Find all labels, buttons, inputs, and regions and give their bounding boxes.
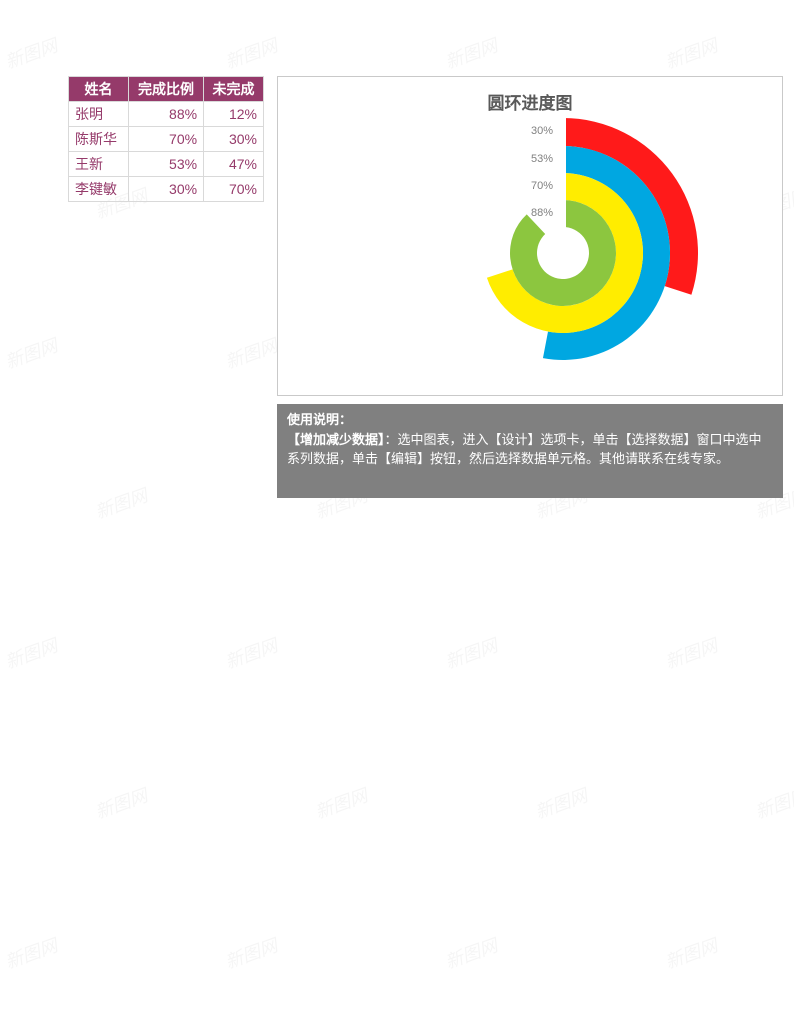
- cell-undone: 70%: [204, 177, 264, 202]
- cell-name: 张明: [69, 102, 129, 127]
- table-row: 王新53%47%: [69, 152, 264, 177]
- cell-undone: 12%: [204, 102, 264, 127]
- cell-undone: 47%: [204, 152, 264, 177]
- cell-done: 70%: [128, 127, 203, 152]
- cell-undone: 30%: [204, 127, 264, 152]
- cell-name: 李键敏: [69, 177, 129, 202]
- cell-name: 王新: [69, 152, 129, 177]
- instructions-heading: 使用说明：: [287, 410, 773, 430]
- cell-done: 53%: [128, 152, 203, 177]
- table-row: 张明88%12%: [69, 102, 264, 127]
- data-table-container: 姓名 完成比例 未完成 张明88%12%陈斯华70%30%王新53%47%李键敏…: [68, 76, 264, 202]
- col-header-name: 姓名: [69, 77, 129, 102]
- cell-done: 88%: [128, 102, 203, 127]
- ring-label: 53%: [503, 153, 553, 165]
- ring-label: 88%: [503, 207, 553, 219]
- col-header-done: 完成比例: [128, 77, 203, 102]
- col-header-undone: 未完成: [204, 77, 264, 102]
- instructions-body: 【增加减少数据】：选中图表，进入【设计】选项卡，单击【选择数据】窗口中选中系列数…: [287, 432, 762, 467]
- table-row: 陈斯华70%30%: [69, 127, 264, 152]
- cell-name: 陈斯华: [69, 127, 129, 152]
- progress-table: 姓名 完成比例 未完成 张明88%12%陈斯华70%30%王新53%47%李键敏…: [68, 76, 264, 202]
- ring-label: 70%: [503, 180, 553, 192]
- instructions-box: 使用说明： 【增加减少数据】：选中图表，进入【设计】选项卡，单击【选择数据】窗口…: [277, 404, 783, 498]
- table-row: 李键敏30%70%: [69, 177, 264, 202]
- donut-chart-panel: 圆环进度图 30%53%70%88%: [277, 76, 783, 396]
- ring-label: 30%: [503, 125, 553, 137]
- cell-done: 30%: [128, 177, 203, 202]
